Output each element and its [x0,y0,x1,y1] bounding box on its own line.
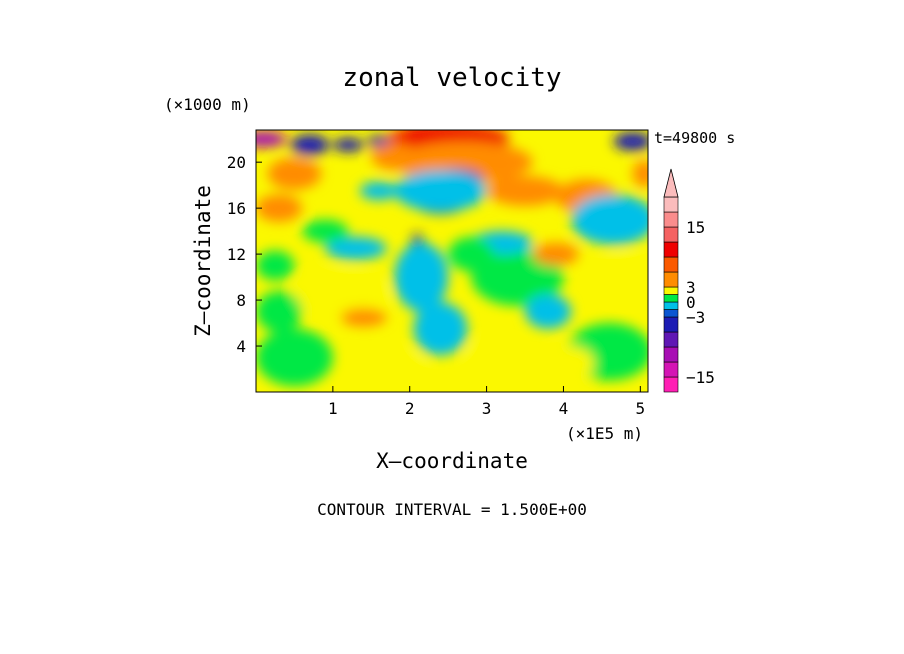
colorbar-swatch [663,301,679,310]
colorbar-tick-label: −3 [686,308,705,327]
colorbar-tick-label: 3 [686,278,696,297]
colorbar-swatch [663,271,679,288]
x-axis-ticks: 1 2 3 4 5 [328,386,645,418]
colorbar-tick-label: 0 [686,293,696,312]
contour-region [413,302,468,356]
contour-region [613,132,648,151]
contour-region [571,194,648,245]
contour-region [594,254,648,301]
colorbar-swatch [663,309,679,318]
contour-field [256,130,648,392]
contour-region [548,346,595,381]
contour-region [294,271,387,318]
colorbar: 15 30−3 −15 [663,168,715,393]
x-tick-label: 4 [559,399,569,418]
y-tick-label: 20 [227,153,246,172]
contour-region [371,142,418,171]
contour-region [394,170,487,212]
contour-region [256,328,333,387]
contour-region [332,138,364,152]
colorbar-swatch [663,316,679,333]
contour-region [525,294,572,329]
colorbar-over-arrow [663,168,679,198]
x-tick-label: 5 [635,399,645,418]
y-unit-label: (×1000 m) [164,95,251,114]
contour-region [632,159,648,188]
colorbar-tick-label: 15 [686,218,705,237]
colorbar-tick-label: −15 [686,368,715,387]
colorbar-swatch [663,256,679,273]
x-tick-label: 3 [482,399,492,418]
colorbar-swatch [663,241,679,258]
colorbar-swatch [663,294,679,303]
plot-frame [255,129,649,393]
contour-region [340,308,387,327]
contour-region [256,194,303,222]
x-tick-label: 1 [328,399,338,418]
y-axis-label: Z—coordinate [191,185,215,337]
contour-region [467,340,522,375]
contour-interval-label: CONTOUR INTERVAL = 1.500E+00 [317,500,587,519]
contour-region [267,157,322,190]
contour-region [394,242,449,312]
x-axis-label: X—coordinate [376,449,528,473]
contour-region [486,175,564,206]
x-tick-label: 2 [405,399,415,418]
colorbar-swatch [663,361,679,378]
contour-region [256,250,295,281]
y-axis-ticks: 4 8 12 16 20 [227,153,262,356]
y-tick-label: 4 [236,337,246,356]
colorbar-swatch [663,331,679,348]
contour-region [302,219,349,243]
y-tick-label: 8 [236,291,246,310]
contour-region [256,131,287,148]
colorbar-swatch [663,226,679,243]
colorbar-swatch [663,196,679,213]
time-label: t=49800 s [654,129,735,147]
colorbar-swatch [663,286,679,295]
contour-region [256,290,303,333]
contour-region [359,181,399,201]
contour-region [532,242,579,266]
y-tick-label: 16 [227,199,246,218]
colorbar-swatch [663,211,679,228]
contour-region [363,351,426,387]
y-tick-label: 12 [227,245,246,264]
colorbar-swatch [663,346,679,363]
contour-region [325,236,387,260]
x-unit-label: (×1E5 m) [566,424,643,443]
contour-region [448,236,495,272]
chart-title: zonal velocity [342,63,561,93]
contour-regions [256,130,648,387]
colorbar-swatch [663,376,679,393]
contour-region [290,134,330,156]
contour-region [471,248,564,306]
